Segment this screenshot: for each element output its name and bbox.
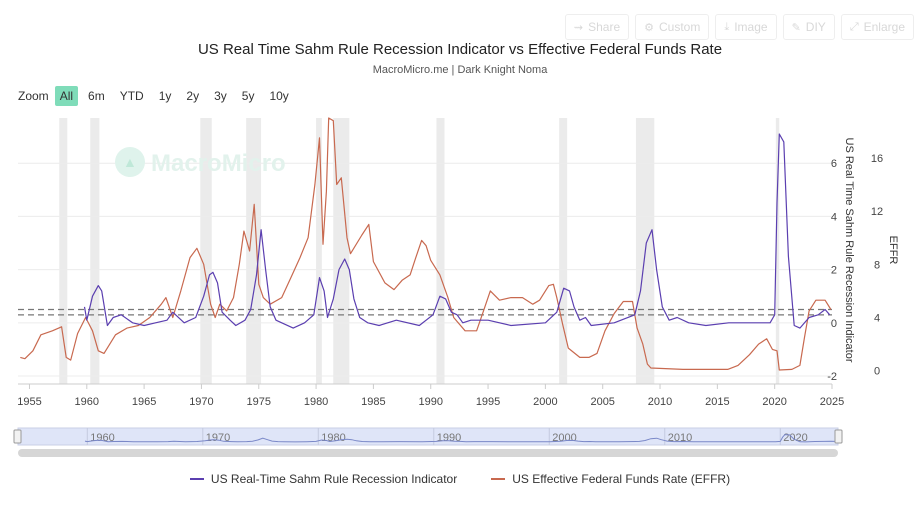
y-left-tick-label: 2 bbox=[831, 265, 837, 277]
enlarge-button[interactable]: ⤢ Enlarge bbox=[840, 14, 914, 40]
y-right-tick-label: 16 bbox=[871, 153, 883, 165]
y-right-tick-label: 4 bbox=[874, 313, 880, 325]
recession-band bbox=[775, 118, 780, 384]
navigator-track bbox=[17, 427, 839, 446]
navigator-tick-label: 1980 bbox=[321, 432, 345, 444]
y-left-tick-label: 0 bbox=[831, 318, 837, 330]
reference-lines bbox=[18, 308, 832, 316]
x-tick-label: 1960 bbox=[75, 396, 99, 408]
y-right-tick-label: 8 bbox=[874, 259, 880, 271]
zoom-button-5y[interactable]: 5y bbox=[241, 89, 255, 103]
x-tick-label: 2025 bbox=[820, 396, 844, 408]
chart-subtitle: MacroMicro.me | Dark Knight Noma bbox=[372, 64, 548, 76]
y-right-tick-label: 0 bbox=[874, 366, 880, 378]
recession-band bbox=[559, 118, 568, 384]
y-left-tick-label: 6 bbox=[831, 158, 837, 170]
recession-bands bbox=[59, 118, 780, 384]
x-tick-label: 1970 bbox=[189, 396, 213, 408]
legend-swatch-sahm bbox=[189, 478, 204, 480]
zoom-label: Zoom bbox=[18, 89, 49, 103]
x-tick-label: 2000 bbox=[533, 396, 557, 408]
navigator-series-line bbox=[84, 434, 836, 443]
gridlines bbox=[18, 162, 832, 385]
y-left-tick-label: -2 bbox=[827, 371, 837, 383]
y-axis-right: 0 4 8 12 16 bbox=[871, 153, 883, 378]
custom-label: Custom bbox=[659, 20, 701, 34]
share-label: Share bbox=[588, 20, 621, 34]
legend-label-effr: US Effective Federal Funds Rate (EFFR) bbox=[512, 472, 731, 486]
series-lines bbox=[20, 117, 832, 371]
recession-band bbox=[90, 118, 100, 384]
recession-band bbox=[316, 118, 322, 384]
chart-area: ▲ MacroMicro 1955 1960 1965 1970 1975 1980 198… bbox=[13, 117, 899, 457]
gear-icon: ⚙ bbox=[644, 21, 654, 34]
expand-icon: ⤢ bbox=[849, 20, 859, 33]
diy-label: DIY bbox=[805, 20, 826, 34]
navigator-tick-label: 2000 bbox=[552, 432, 576, 444]
diy-button[interactable]: ✎ DIY bbox=[782, 14, 835, 40]
x-tick-label: 1990 bbox=[418, 396, 442, 408]
y-axis-left: -2 0 2 4 6 bbox=[827, 158, 837, 383]
navigator-left-handle[interactable] bbox=[13, 429, 22, 444]
recession-band bbox=[59, 118, 68, 384]
sahm-series-line bbox=[83, 133, 831, 329]
navigator-right-handle[interactable] bbox=[834, 429, 843, 444]
x-tick-label: 1975 bbox=[247, 396, 271, 408]
recession-band bbox=[436, 118, 445, 384]
zoom-button-10y[interactable]: 10y bbox=[269, 89, 289, 103]
legend-swatch-effr bbox=[491, 478, 506, 480]
range-navigator[interactable]: 1960 1970 1980 1990 2000 2010 2020 bbox=[13, 427, 843, 457]
y-axis-right-title: EFFR bbox=[887, 236, 899, 265]
x-tick-label: 1965 bbox=[132, 396, 156, 408]
legend: US Real-Time Sahm Rule Recession Indicat… bbox=[0, 472, 920, 486]
y-left-tick-label: 4 bbox=[831, 211, 837, 223]
pencil-icon: ✎ bbox=[791, 21, 801, 34]
custom-button[interactable]: ⚙ Custom bbox=[635, 14, 710, 40]
watermark: ▲ MacroMicro bbox=[115, 147, 286, 177]
share-button[interactable]: ⇝ Share bbox=[564, 14, 630, 40]
navigator-tick-label: 1960 bbox=[90, 432, 114, 444]
navigator-tick-label: 1990 bbox=[437, 432, 461, 444]
zoom-button-6m[interactable]: 6m bbox=[88, 89, 105, 103]
recession-band bbox=[200, 118, 212, 384]
chart-toolbar: ⇝ Share ⚙ Custom ⤓ Image ✎ DIY ⤢ Enlarge bbox=[564, 14, 914, 40]
navigator-tick-label: 2010 bbox=[668, 432, 692, 444]
navigator-tick-label: 1970 bbox=[206, 432, 230, 444]
image-label: Image bbox=[734, 20, 768, 34]
navigator-scrollbar[interactable] bbox=[18, 449, 838, 457]
zoom-button-3y[interactable]: 3y bbox=[214, 89, 227, 103]
zoom-button-ytd[interactable]: YTD bbox=[119, 89, 144, 103]
effr-series-line bbox=[20, 117, 832, 371]
x-tick-label: 2005 bbox=[590, 396, 614, 408]
x-tick-label: 1995 bbox=[476, 396, 500, 408]
share-icon: ⇝ bbox=[573, 21, 584, 34]
zoom-button-1y[interactable]: 1y bbox=[158, 89, 172, 103]
x-tick-label: 1980 bbox=[304, 396, 328, 408]
legend-item-sahm[interactable]: US Real-Time Sahm Rule Recession Indicat… bbox=[189, 472, 458, 486]
zoom-button-all[interactable]: All bbox=[54, 86, 79, 106]
zoom-selector: Zoom All 6m YTD 1y 2y 3y 5y 10y bbox=[18, 86, 299, 106]
y-right-tick-label: 12 bbox=[871, 206, 883, 218]
x-tick-label: 2015 bbox=[705, 396, 729, 408]
x-tick-label: 2010 bbox=[648, 396, 672, 408]
enlarge-label: Enlarge bbox=[863, 20, 905, 34]
recession-band bbox=[246, 118, 262, 384]
chart-title: US Real Time Sahm Rule Recession Indicat… bbox=[197, 41, 723, 58]
download-icon: ⤓ bbox=[724, 20, 730, 33]
legend-item-effr[interactable]: US Effective Federal Funds Rate (EFFR) bbox=[491, 472, 730, 486]
image-button[interactable]: ⤓ Image bbox=[715, 14, 777, 40]
x-tick-label: 2020 bbox=[762, 396, 786, 408]
x-axis: 1955 1960 1965 1970 1975 1980 1985 1990 1995 2000… bbox=[17, 384, 844, 408]
legend-label-sahm: US Real-Time Sahm Rule Recession Indicat… bbox=[210, 472, 458, 486]
zoom-button-2y[interactable]: 2y bbox=[186, 89, 200, 103]
x-tick-label: 1955 bbox=[17, 396, 41, 408]
x-tick-label: 1985 bbox=[361, 396, 385, 408]
y-axis-left-title: US Real Time Sahm Rule Recession Indicat… bbox=[843, 138, 855, 363]
watermark-text: MacroMicro bbox=[151, 150, 286, 177]
watermark-icon: ▲ bbox=[123, 154, 137, 170]
